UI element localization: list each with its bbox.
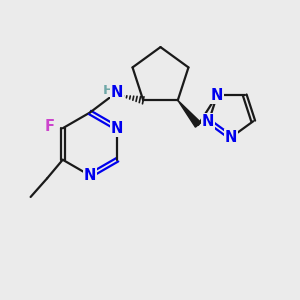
Text: F: F <box>45 119 55 134</box>
Text: H: H <box>102 83 114 97</box>
Text: N: N <box>111 85 123 100</box>
Polygon shape <box>178 100 201 127</box>
Text: N: N <box>84 168 96 183</box>
Text: N: N <box>111 121 124 136</box>
Text: N: N <box>211 88 223 103</box>
Text: N: N <box>202 114 214 129</box>
Text: N: N <box>225 130 237 146</box>
